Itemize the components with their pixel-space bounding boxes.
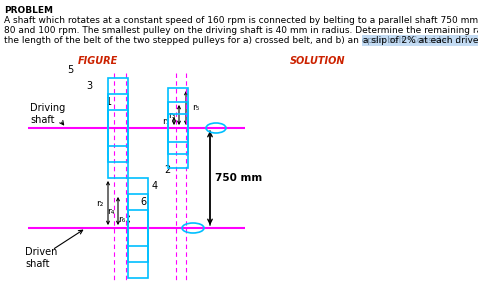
Bar [168,114,188,142]
Text: 1: 1 [106,97,112,107]
Text: the length of the belt of the two stepped pulleys for a) crossed belt, and b) an: the length of the belt of the two steppe… [4,36,453,45]
Bar [168,102,188,154]
Bar [108,78,128,178]
Text: 4: 4 [152,181,158,191]
Text: r₅: r₅ [192,104,199,113]
Text: Driven
shaft: Driven shaft [25,247,57,269]
Text: 5: 5 [67,65,73,75]
Text: A shaft which rotates at a constant speed of 160 rpm is connected by belting to : A shaft which rotates at a constant spee… [4,16,478,25]
Text: r₂: r₂ [97,199,104,208]
Text: 6: 6 [140,197,146,207]
Text: r₆: r₆ [119,214,126,224]
Text: 750 mm: 750 mm [215,173,262,183]
Text: SOLUTION: SOLUTION [290,56,346,66]
Text: a slip of 2% at each drive: a slip of 2% at each drive [362,36,478,45]
Text: r₃: r₃ [169,110,176,119]
Text: 80 and 100 rpm. The smallest pulley on the driving shaft is 40 mm in radius. Det: 80 and 100 rpm. The smallest pulley on t… [4,26,478,35]
Text: Driving
shaft: Driving shaft [30,103,65,125]
Bar [168,88,188,168]
Text: r₄: r₄ [108,207,115,216]
Bar [128,178,148,278]
Text: .: . [455,36,458,45]
Bar [108,110,128,146]
Text: FIGURE: FIGURE [78,56,118,66]
Text: r₁: r₁ [163,117,170,125]
Bar [108,94,128,162]
Bar [128,194,148,262]
Text: 3: 3 [86,81,92,91]
Text: PROBLEM: PROBLEM [4,6,53,15]
Text: 2: 2 [164,165,170,175]
Bar [128,210,148,246]
